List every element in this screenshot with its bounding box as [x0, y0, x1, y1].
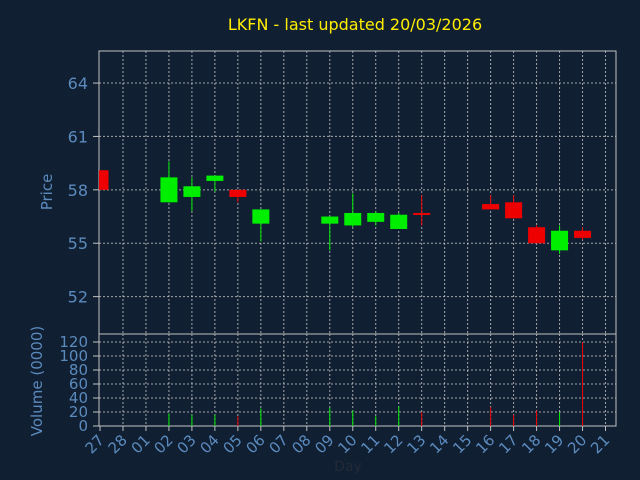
candle-body: [413, 212, 431, 215]
candle-body: [252, 209, 270, 224]
candle-body: [99, 170, 109, 190]
price-tick-label: 52: [68, 288, 88, 307]
day-axis-label: Day: [334, 459, 362, 475]
candle-body: [206, 175, 224, 181]
candle-body: [160, 177, 178, 203]
volume-axis-label: Volume (0000): [28, 326, 46, 436]
volume-tick-label: 120: [59, 333, 88, 351]
volume-plot-frame: [98, 333, 617, 427]
price-tick-label: 64: [68, 74, 88, 93]
candle-body: [183, 186, 201, 197]
chart-title: LKFN - last updated 20/03/2026: [228, 15, 482, 34]
price-candles: [99, 161, 592, 254]
volume-tick-label: 40: [69, 389, 88, 407]
volume-tick-label: 20: [69, 403, 88, 421]
price-axis-label: Price: [38, 174, 56, 211]
volume-tick-label: 100: [59, 347, 88, 365]
volume-tick-label: 80: [69, 361, 88, 379]
candle-body: [482, 204, 500, 210]
candle-body: [367, 212, 385, 222]
candle-body: [390, 214, 408, 229]
candle-body: [551, 230, 569, 251]
candle-body: [528, 227, 546, 244]
price-tick-label: 58: [68, 181, 88, 200]
candle-body: [344, 212, 362, 226]
candle-body: [505, 202, 523, 219]
day-x-ticks: 2728010203040506070809101112131415161718…: [82, 426, 613, 457]
day-tick-label: 21: [587, 431, 613, 457]
candle-body: [574, 230, 592, 238]
price-y-ticks: 52 55 58 61 64: [68, 74, 99, 307]
candle-body: [229, 189, 247, 197]
volume-tick-label: 0: [78, 417, 88, 435]
price-tick-label: 55: [68, 234, 88, 253]
volume-bars: [168, 342, 584, 426]
volume-tick-label: 60: [69, 375, 88, 393]
candle-body: [321, 216, 339, 224]
price-tick-label: 61: [68, 127, 88, 146]
